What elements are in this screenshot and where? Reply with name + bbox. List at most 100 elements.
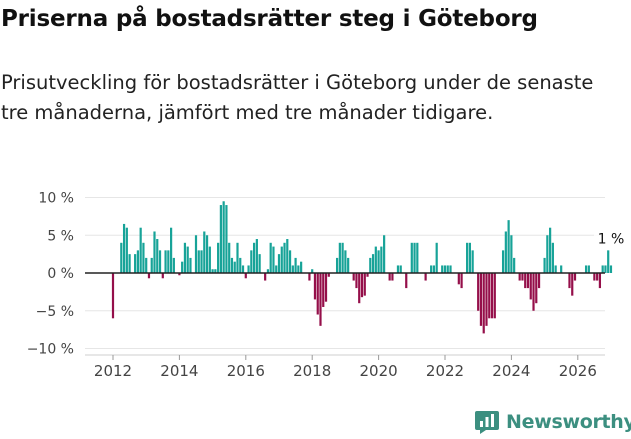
bar xyxy=(405,273,408,289)
bar xyxy=(277,254,281,274)
bar xyxy=(529,273,532,300)
bar xyxy=(266,269,270,273)
bar xyxy=(158,250,162,273)
bar xyxy=(247,265,250,273)
bar xyxy=(134,254,137,274)
bar xyxy=(136,250,139,273)
bar xyxy=(167,250,170,273)
bar xyxy=(283,242,286,273)
bar xyxy=(601,265,604,273)
bar xyxy=(584,265,588,273)
bar xyxy=(607,250,610,273)
bar xyxy=(549,227,552,273)
bar xyxy=(593,273,596,281)
bar xyxy=(170,227,173,273)
bar xyxy=(291,265,294,273)
bar xyxy=(369,257,372,273)
bar xyxy=(479,273,483,326)
bar xyxy=(280,246,283,274)
bar xyxy=(258,254,261,274)
bar xyxy=(446,265,449,273)
bar xyxy=(211,269,214,273)
y-tick-label: −5 % xyxy=(36,304,74,320)
bar xyxy=(521,273,524,281)
annotation: 1 % xyxy=(593,230,628,248)
bar xyxy=(377,250,380,273)
bar xyxy=(294,257,297,273)
newsworthy-logo-icon xyxy=(475,411,499,434)
bar xyxy=(250,250,253,273)
bar xyxy=(424,273,427,281)
bar xyxy=(128,254,131,274)
bar xyxy=(598,273,602,289)
bar xyxy=(338,242,341,273)
bar xyxy=(275,265,278,273)
bar xyxy=(430,265,433,273)
bar xyxy=(504,231,507,273)
bar xyxy=(341,242,344,273)
bar xyxy=(457,273,460,285)
bar xyxy=(344,250,347,273)
bar xyxy=(513,257,516,273)
bar xyxy=(526,273,530,289)
bar xyxy=(214,269,217,273)
bar xyxy=(194,235,198,273)
bar xyxy=(535,273,538,304)
bar xyxy=(181,261,184,273)
bar xyxy=(327,273,330,277)
bar xyxy=(532,273,535,311)
bar xyxy=(186,246,189,274)
bar xyxy=(286,239,289,273)
bar xyxy=(432,265,436,273)
bar xyxy=(560,265,563,273)
bar xyxy=(197,250,200,273)
y-axis-labels: 10 % 5 % 0 % −5 % −10 % xyxy=(27,191,74,358)
bar xyxy=(546,235,549,273)
bar xyxy=(571,273,574,296)
bar xyxy=(172,257,175,273)
x-tick-label: 2024 xyxy=(492,362,530,380)
bar xyxy=(388,273,391,281)
bar xyxy=(156,239,159,273)
bar xyxy=(363,273,366,296)
annotation-bg xyxy=(593,230,628,248)
x-tick-label: 2026 xyxy=(559,362,597,380)
bar xyxy=(241,265,245,273)
bar xyxy=(322,273,325,307)
x-tick-label: 2014 xyxy=(160,362,198,380)
bar xyxy=(324,273,328,302)
bar xyxy=(507,220,510,273)
bar xyxy=(125,227,128,273)
bar xyxy=(200,250,203,273)
bar xyxy=(441,265,444,273)
bar xyxy=(596,273,599,281)
bar xyxy=(449,265,452,273)
bar xyxy=(264,273,267,281)
bar-series xyxy=(111,201,613,334)
bar xyxy=(225,205,228,273)
bar xyxy=(300,261,303,273)
bar xyxy=(399,265,402,273)
bar xyxy=(178,273,181,276)
bar xyxy=(466,242,469,273)
bar xyxy=(222,201,225,273)
bar xyxy=(568,273,571,289)
y-tick-label: 5 % xyxy=(47,228,74,244)
bar xyxy=(355,273,358,289)
bar xyxy=(501,250,505,273)
bar xyxy=(217,242,220,273)
bar xyxy=(347,257,350,273)
bar xyxy=(460,273,463,289)
bar xyxy=(573,273,577,281)
bar xyxy=(374,246,377,274)
bar xyxy=(416,242,419,273)
bar xyxy=(477,273,480,311)
bar xyxy=(203,231,206,273)
bar xyxy=(490,273,494,319)
bar xyxy=(443,265,447,273)
bar xyxy=(122,223,126,273)
bar xyxy=(366,273,369,277)
bar xyxy=(537,273,541,289)
bar xyxy=(482,273,485,334)
bar xyxy=(145,257,148,273)
